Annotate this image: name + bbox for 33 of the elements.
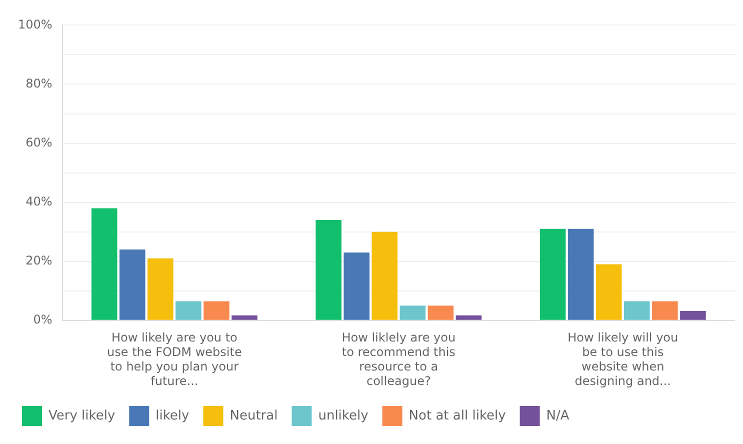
y-tick-label: 20%	[26, 253, 52, 268]
bar	[119, 250, 146, 320]
legend-label: likely	[156, 408, 190, 424]
bar	[204, 301, 230, 320]
bar	[344, 252, 370, 320]
y-tick-label: 100%	[18, 17, 52, 32]
y-tick-label: 40%	[26, 194, 52, 208]
legend-label: Not at all likely	[408, 408, 506, 424]
bar	[372, 232, 398, 320]
y-tick-label: 80%	[26, 76, 52, 90]
legend-label: Neutral	[230, 408, 278, 424]
x-tick-label: How likely will you be to use this website when designing and...	[568, 330, 678, 388]
bar	[568, 228, 594, 320]
legend-label: unlikely	[318, 408, 369, 424]
bar	[316, 220, 342, 320]
x-tick-label: How likely are you to use the FODM website to help you plan your future...	[107, 330, 242, 388]
bar	[400, 306, 426, 320]
bar	[148, 258, 174, 320]
bar	[680, 310, 706, 320]
bar	[596, 264, 622, 320]
bar	[232, 315, 258, 320]
bar	[540, 228, 566, 320]
x-tick-label: How liklely are you to recommend this resource to a colleague?	[342, 330, 456, 388]
bar	[456, 315, 482, 320]
bar	[624, 301, 650, 320]
bar	[91, 208, 118, 320]
legend-label: N/A	[546, 408, 570, 424]
bar	[176, 301, 202, 320]
bar	[652, 301, 678, 320]
y-tick-label: 60%	[26, 135, 52, 150]
legend-label: Very likely	[48, 408, 116, 424]
bar	[428, 306, 454, 320]
y-tick-label: 0%	[33, 312, 52, 327]
